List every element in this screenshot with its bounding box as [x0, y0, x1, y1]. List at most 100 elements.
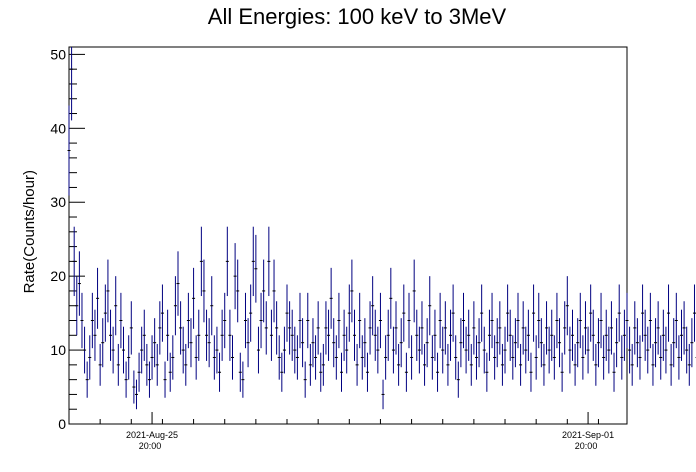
y-tick-label: 20	[50, 268, 66, 284]
data-point	[269, 309, 273, 361]
data-point	[506, 284, 510, 342]
data-point	[119, 292, 123, 349]
data-point	[474, 335, 478, 380]
data-point	[630, 343, 634, 386]
y-tick-label: 0	[58, 416, 66, 432]
data-point	[389, 267, 393, 329]
data-point	[602, 335, 606, 380]
data-point	[134, 379, 138, 410]
data-point	[189, 318, 193, 368]
data-point	[301, 318, 305, 368]
data-point	[179, 301, 183, 355]
data-point	[558, 318, 562, 368]
data-point	[212, 335, 216, 380]
data-point	[272, 259, 276, 323]
data-point	[334, 335, 338, 380]
data-point	[171, 335, 175, 380]
data-point	[106, 259, 110, 323]
data-point	[129, 301, 133, 355]
data-point	[75, 276, 79, 336]
data-point	[381, 379, 385, 410]
data-point	[482, 326, 486, 374]
data-point	[243, 292, 247, 349]
data-point	[534, 335, 538, 380]
data-point	[277, 335, 281, 380]
data-point	[607, 326, 611, 374]
data-point	[122, 326, 126, 374]
data-point	[648, 292, 652, 349]
data-point	[659, 335, 663, 380]
data-point	[682, 301, 686, 355]
data-point	[511, 335, 515, 380]
data-point	[487, 309, 491, 361]
data-point	[516, 292, 520, 349]
data-point	[493, 335, 497, 380]
data-point	[77, 251, 81, 316]
x-tick-label-date: 2021-Sep-01	[562, 430, 614, 440]
data-point	[194, 335, 198, 380]
data-point	[441, 326, 445, 374]
data-point	[210, 276, 214, 336]
data-point	[306, 292, 310, 349]
data-point	[402, 284, 406, 342]
data-point	[145, 343, 149, 386]
data-point	[433, 309, 437, 361]
y-tick-label: 50	[50, 46, 66, 62]
data-point	[166, 309, 170, 361]
data-point	[314, 335, 318, 380]
data-point	[207, 318, 211, 368]
data-point	[72, 226, 76, 297]
data-point	[612, 352, 616, 392]
data-point	[70, 47, 74, 121]
data-point	[412, 259, 416, 323]
data-point	[635, 318, 639, 368]
data-point	[321, 343, 325, 386]
data-point	[327, 309, 331, 361]
data-point	[96, 267, 100, 329]
data-point	[609, 301, 613, 355]
data-point	[539, 318, 543, 368]
data-point	[581, 335, 585, 380]
data-point	[376, 326, 380, 374]
data-point	[347, 284, 351, 342]
data-point	[480, 284, 484, 342]
data-point	[173, 276, 177, 336]
data-point	[111, 326, 115, 374]
data-point	[176, 251, 180, 316]
data-point	[545, 301, 549, 355]
data-point	[560, 352, 564, 392]
data-point	[90, 292, 94, 349]
data-point	[378, 292, 382, 349]
data-point	[153, 318, 157, 368]
data-point	[241, 361, 245, 398]
data-point	[220, 309, 224, 361]
data-point	[186, 292, 190, 349]
plot-area-border	[68, 46, 628, 425]
data-point	[295, 335, 299, 380]
data-point	[373, 309, 377, 361]
chart-title: All Energies: 100 keV to 3MeV	[208, 4, 507, 29]
data-point	[228, 309, 232, 361]
data-point	[109, 309, 113, 361]
data-point	[654, 318, 658, 368]
data-point	[199, 226, 203, 297]
data-point	[524, 326, 528, 374]
data-point	[225, 226, 229, 297]
data-point	[555, 292, 559, 349]
data-point	[360, 335, 364, 380]
data-point	[308, 343, 312, 386]
data-point	[98, 343, 102, 386]
data-point	[633, 301, 637, 355]
data-point	[461, 292, 465, 349]
data-point	[625, 292, 629, 349]
data-point	[664, 326, 668, 374]
y-axis-label: Rate(Counts/hour)	[21, 170, 38, 293]
data-point	[415, 309, 419, 361]
data-point	[332, 318, 336, 368]
data-point	[386, 309, 390, 361]
data-point	[550, 309, 554, 361]
data-point	[197, 309, 201, 361]
data-point	[67, 105, 71, 196]
data-point	[667, 284, 671, 342]
data-point	[262, 259, 266, 323]
